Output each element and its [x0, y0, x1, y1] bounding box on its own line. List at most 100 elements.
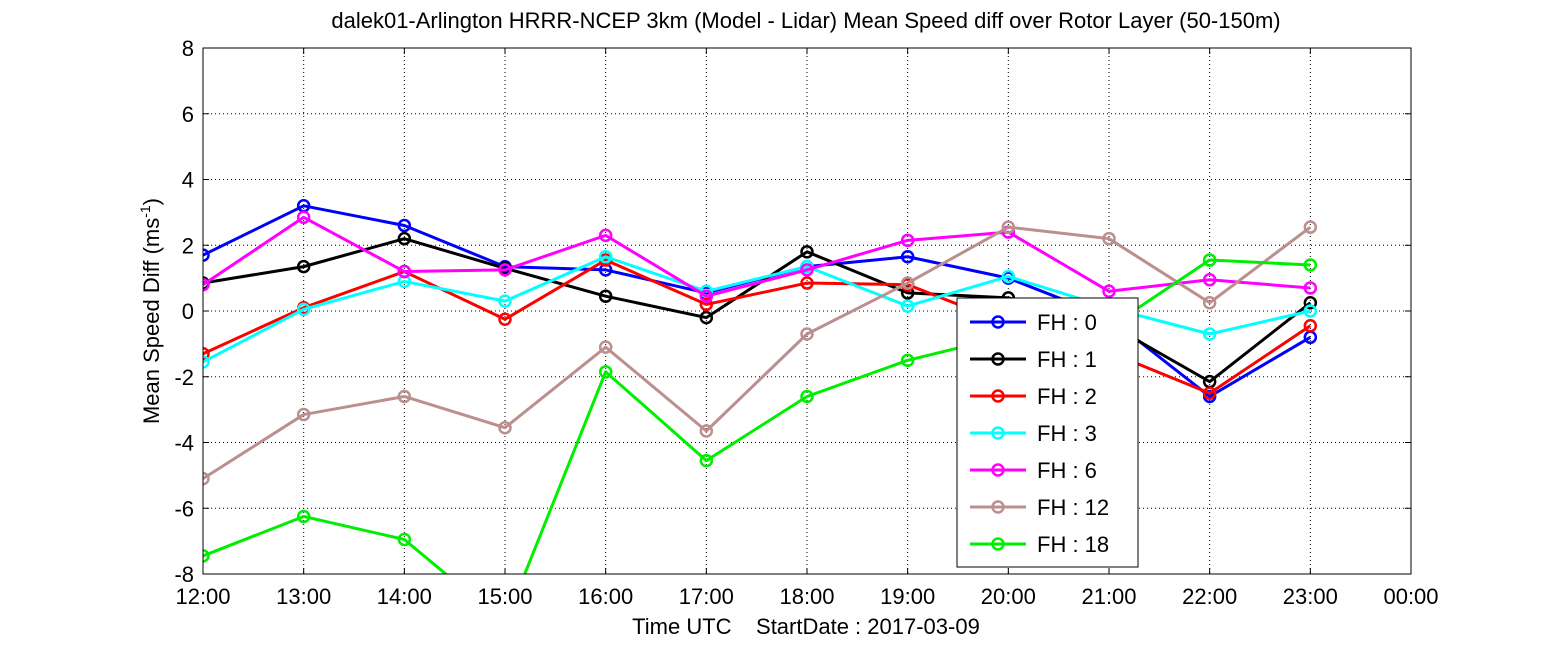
x-tick-label: 17:00 — [679, 584, 734, 609]
y-tick-label: 6 — [182, 102, 194, 127]
x-tick-label: 19:00 — [880, 584, 935, 609]
legend-label: FH : 12 — [1037, 495, 1109, 520]
legend-item: FH : 12 — [970, 495, 1109, 520]
data-point — [1102, 284, 1116, 299]
data-point — [900, 299, 915, 313]
y-tick-label: -8 — [174, 562, 194, 587]
x-tick-label: 13:00 — [276, 584, 331, 609]
y-tick-label: -4 — [174, 431, 194, 456]
legend-item: FH : 2 — [970, 384, 1097, 409]
data-point — [1202, 253, 1217, 267]
y-tick-label: -2 — [174, 365, 194, 390]
data-point — [800, 263, 814, 277]
data-point — [397, 389, 412, 404]
x-tick-label: 21:00 — [1081, 584, 1136, 609]
legend-item: FH : 1 — [970, 347, 1097, 372]
legend-label: FH : 3 — [1037, 421, 1097, 446]
x-axis-label: Time UTC StartDate : 2017-03-09 — [632, 614, 980, 639]
data-point — [296, 259, 311, 274]
chart-title: dalek01-Arlington HRRR-NCEP 3km (Model -… — [331, 8, 1280, 33]
data-point — [699, 310, 714, 325]
x-tick-label: 00:00 — [1383, 584, 1438, 609]
data-point — [598, 228, 613, 243]
data-point — [498, 294, 512, 308]
legend-swatch-marker — [991, 315, 1005, 329]
x-tick-label: 22:00 — [1182, 584, 1237, 609]
legend-swatch-marker — [991, 389, 1005, 403]
legend-item: FH : 6 — [970, 458, 1097, 483]
data-point — [500, 618, 511, 629]
legend-label: FH : 18 — [1037, 532, 1109, 557]
data-point — [1303, 258, 1318, 272]
x-tick-label: 23:00 — [1283, 584, 1338, 609]
data-point — [900, 276, 915, 290]
series-fh-6 — [203, 210, 1318, 303]
data-point — [1303, 304, 1318, 318]
data-point — [699, 424, 714, 438]
legend-item: FH : 18 — [970, 532, 1109, 557]
data-point — [1303, 220, 1318, 234]
data-point — [598, 365, 613, 379]
data-point — [699, 297, 714, 312]
data-point — [900, 353, 915, 368]
x-tick-label: 16:00 — [578, 584, 633, 609]
legend-label: FH : 2 — [1037, 384, 1097, 409]
data-point — [1303, 281, 1318, 295]
data-point — [1001, 269, 1016, 284]
y-tick-label: 4 — [182, 168, 194, 193]
data-point — [1303, 319, 1318, 333]
y-tick-label: 0 — [182, 299, 194, 324]
data-point — [498, 420, 512, 435]
data-point — [203, 277, 210, 292]
series-line — [203, 225, 1312, 480]
data-point — [203, 471, 210, 486]
legend-swatch-marker — [991, 352, 1005, 366]
data-point — [900, 250, 915, 264]
legend-swatch-marker — [991, 463, 1005, 477]
data-point — [1202, 296, 1217, 310]
data-point — [397, 264, 412, 279]
data-point — [397, 218, 412, 233]
y-axis-label: Mean Speed Diff (ms-1) — [137, 198, 164, 424]
data-point — [900, 233, 915, 248]
y-tick-label: 8 — [182, 36, 194, 61]
series-fh-12 — [203, 220, 1318, 486]
data-point — [203, 549, 210, 563]
data-point — [598, 340, 613, 354]
data-point — [800, 389, 814, 404]
legend-item: FH : 0 — [970, 310, 1097, 335]
data-point — [800, 245, 814, 259]
data-point — [800, 327, 814, 341]
data-point — [397, 231, 412, 246]
y-tick-label: -6 — [174, 496, 194, 521]
data-point — [1202, 327, 1217, 341]
x-tick-label: 18:00 — [779, 584, 834, 609]
x-tick-label: 14:00 — [377, 584, 432, 609]
x-tick-label: 15:00 — [477, 584, 532, 609]
legend-swatch-marker — [991, 426, 1005, 440]
series-line — [203, 215, 1311, 298]
legend: FH : 0 FH : 1 FH : 2 FH : 3 FH : 6 FH : 12 FH … — [956, 297, 1139, 568]
data-point — [203, 355, 210, 369]
legend-swatch-marker — [991, 500, 1005, 514]
legend-item: FH : 3 — [970, 421, 1097, 446]
data-point — [397, 532, 412, 547]
data-point — [296, 407, 311, 422]
data-point — [1202, 386, 1217, 400]
data-point — [203, 248, 210, 262]
plot-frame — [202, 47, 1412, 575]
legend-swatch-marker — [991, 537, 1005, 551]
y-axis-label-superscript: -1 — [137, 205, 153, 218]
x-tick-label: 12:00 — [175, 584, 230, 609]
data-point — [1202, 273, 1217, 287]
y-tick-label: 2 — [182, 233, 194, 258]
legend-label: FH : 6 — [1037, 458, 1097, 483]
data-point — [296, 302, 311, 317]
data-point — [800, 276, 814, 290]
data-point — [296, 509, 311, 524]
data-point — [498, 263, 512, 277]
x-tick-label: 20:00 — [981, 584, 1036, 609]
data-point — [1303, 296, 1318, 310]
data-point — [598, 250, 613, 264]
